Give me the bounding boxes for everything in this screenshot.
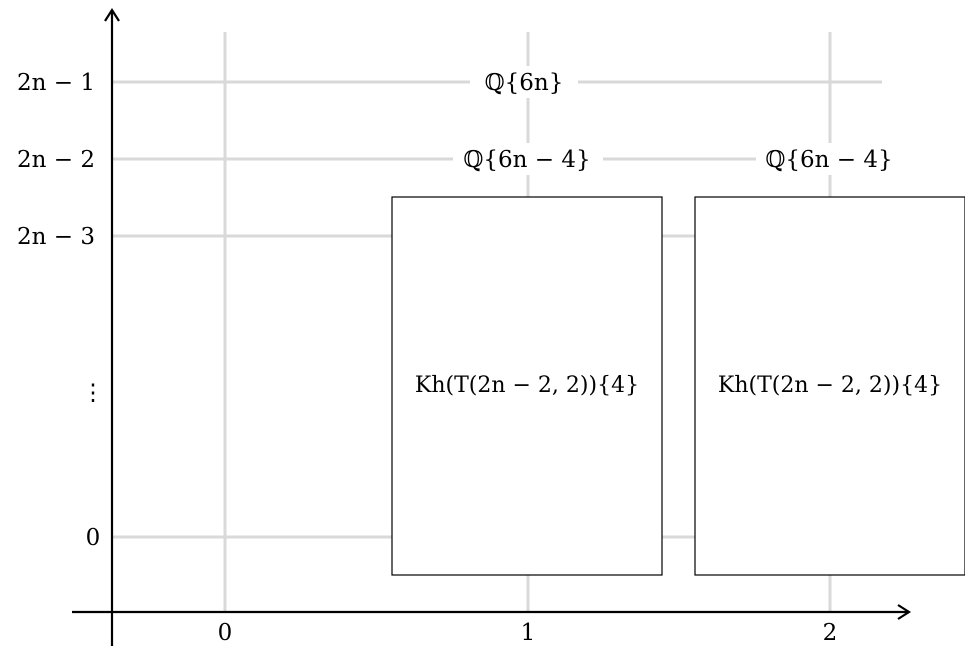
box-col1-rect bbox=[391, 196, 663, 576]
entry-q-6n-minus-4-col1-label: ℚ{6n − 4} bbox=[463, 147, 590, 173]
y-tick-labels: 2n − 1 2n − 2 2n − 3 ⋮ 0 bbox=[17, 70, 104, 551]
x-tick-2: 2 bbox=[823, 620, 838, 646]
entry-q-6n-minus-4-col1: ℚ{6n − 4} bbox=[453, 143, 603, 175]
y-axis-arrowhead bbox=[104, 7, 120, 22]
box-col2-label: Kh(T(2n − 2, 2)){4} bbox=[718, 373, 942, 398]
box-col1-label: Kh(T(2n − 2, 2)){4} bbox=[415, 373, 639, 398]
entry-q-6n-minus-4-col2-bg bbox=[756, 143, 906, 175]
x-tick-1: 1 bbox=[521, 620, 536, 646]
y-tick-2n-3: 2n − 3 bbox=[17, 224, 95, 250]
entry-q-6n-minus-4-col2: ℚ{6n − 4} bbox=[756, 143, 906, 175]
y-tick-0: 0 bbox=[86, 525, 101, 551]
entry-q-6n-minus-4-col1-bg bbox=[453, 143, 603, 175]
axes bbox=[72, 7, 912, 646]
x-tick-0: 0 bbox=[218, 620, 233, 646]
y-tick-vdots: ⋮ bbox=[82, 380, 105, 406]
y-tick-2n-1: 2n − 1 bbox=[17, 70, 95, 96]
x-axis-arrowhead bbox=[897, 604, 912, 620]
entry-q-6n-minus-4-col2-label: ℚ{6n − 4} bbox=[765, 147, 892, 173]
x-tick-labels: 0 1 2 bbox=[218, 620, 838, 646]
y-tick-2n-2: 2n − 2 bbox=[17, 147, 95, 173]
box-col2-rect bbox=[694, 196, 965, 576]
entry-q-6n: ℚ{6n} bbox=[470, 66, 578, 98]
box-col1: Kh(T(2n − 2, 2)){4} bbox=[391, 196, 663, 576]
entry-q-6n-label: ℚ{6n} bbox=[485, 70, 564, 96]
entry-q-6n-bg bbox=[470, 66, 578, 98]
box-col2: Kh(T(2n − 2, 2)){4} bbox=[694, 196, 965, 576]
